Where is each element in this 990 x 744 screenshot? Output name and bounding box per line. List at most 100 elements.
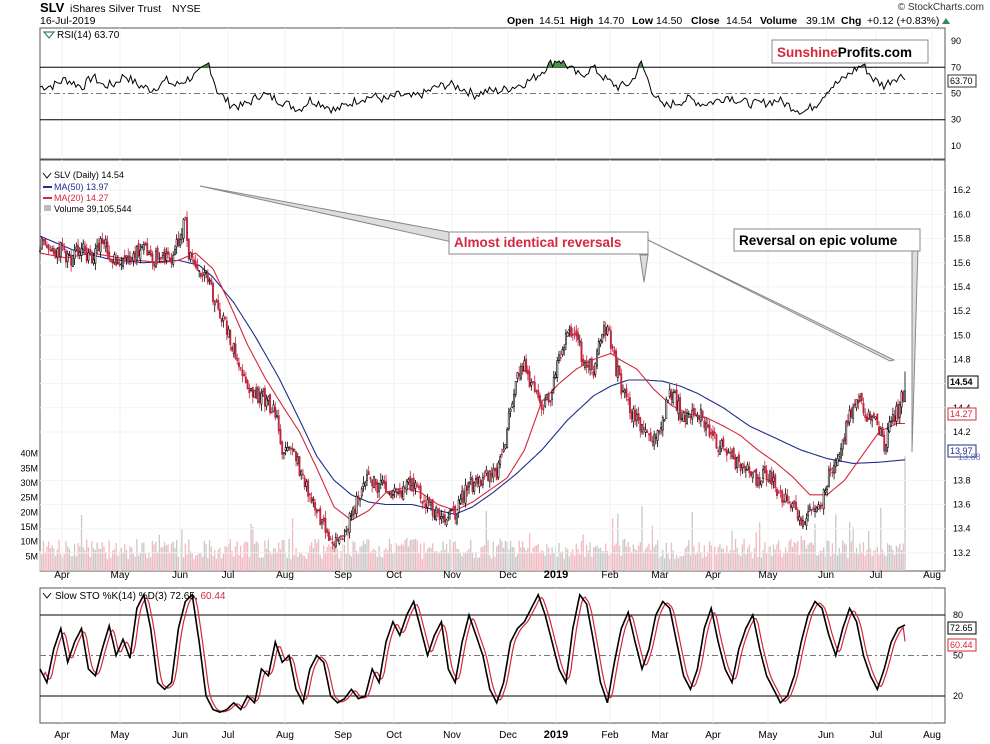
- candle-body: [590, 358, 593, 371]
- volume-bar: [221, 558, 223, 571]
- volume-bar: [682, 555, 685, 571]
- x-axis-month-label: Aug: [923, 570, 941, 581]
- volume-bar: [587, 550, 590, 571]
- volume-bar: [72, 555, 74, 571]
- candle-body: [770, 471, 773, 486]
- volume-bar: [556, 556, 558, 571]
- volume-bar: [430, 547, 432, 571]
- candle-body: [305, 481, 308, 487]
- volume-bar: [110, 557, 112, 571]
- volume-bar: [452, 542, 455, 571]
- candle-body: [658, 429, 661, 433]
- candle-body: [795, 501, 797, 510]
- volume-bar: [568, 556, 571, 571]
- candle-body: [808, 506, 811, 510]
- volume-bar: [840, 552, 842, 571]
- volume-bar: [570, 551, 572, 571]
- volume-bar: [250, 523, 252, 571]
- volume-bar: [546, 544, 548, 571]
- volume-bar: [504, 540, 507, 571]
- candle-body: [267, 396, 270, 401]
- candle-body: [343, 535, 346, 537]
- candle-body: [480, 479, 483, 486]
- volume-bar: [553, 552, 555, 571]
- volume-bar: [904, 456, 906, 571]
- volume-bar: [710, 545, 712, 571]
- candle-body: [891, 413, 894, 421]
- candle-body: [251, 387, 254, 398]
- volume-bar: [259, 557, 261, 571]
- candle-body: [111, 260, 114, 264]
- volume-bar: [779, 550, 782, 571]
- candle-body: [750, 471, 752, 477]
- volume-bar: [340, 550, 342, 571]
- candle-body: [134, 251, 137, 259]
- candle-body: [611, 346, 614, 349]
- volume-bars: [39, 456, 906, 571]
- volume-bar: [139, 552, 141, 571]
- candle-body: [148, 252, 150, 255]
- volume-bar: [160, 547, 162, 571]
- volume-bar: [291, 518, 294, 571]
- candle-body: [597, 340, 600, 355]
- candle-body: [58, 246, 60, 258]
- candle-body: [47, 244, 50, 250]
- candle-body: [308, 493, 311, 496]
- candle-body: [862, 403, 865, 414]
- candle-body: [206, 273, 209, 283]
- candle-body: [135, 246, 138, 261]
- candle-body: [78, 251, 81, 256]
- volume-bar: [418, 552, 420, 571]
- candle-body: [506, 429, 509, 448]
- candle-body: [302, 473, 304, 476]
- candle-body: [756, 477, 759, 486]
- volume-bar: [186, 554, 188, 571]
- candle-body: [867, 411, 870, 420]
- volume-bar: [426, 548, 429, 571]
- candle-body: [205, 272, 208, 274]
- volume-bar: [497, 544, 500, 571]
- candle-body: [369, 477, 372, 480]
- candle-body: [691, 409, 694, 420]
- volume-bar: [39, 551, 41, 571]
- volume-bar: [722, 548, 724, 571]
- candle-body: [620, 373, 623, 395]
- candle-body: [40, 238, 43, 250]
- volume-bar: [447, 552, 449, 571]
- volume-bar: [96, 542, 98, 571]
- volume-bar: [795, 543, 797, 571]
- volume-bar: [243, 542, 245, 571]
- candle-body: [442, 516, 445, 519]
- candle-body: [438, 511, 441, 520]
- sto-legend-black: Slow STO %K(14) %D(3) 72.65,: [55, 591, 198, 602]
- candle-body: [338, 537, 341, 544]
- candle-body: [879, 428, 882, 436]
- volume-bar: [532, 547, 534, 571]
- x-axis-month-label: Apr: [705, 570, 721, 581]
- candle-body: [708, 424, 711, 437]
- candle-body: [800, 518, 803, 526]
- volume-bar: [892, 549, 894, 571]
- volume-bar: [489, 555, 491, 571]
- candle-body: [193, 259, 195, 264]
- volume-bar: [65, 541, 67, 571]
- candle-body: [191, 253, 194, 258]
- candle-body: [616, 365, 619, 378]
- candle-body: [168, 257, 171, 261]
- candle-body: [815, 507, 818, 513]
- candle-body: [627, 398, 630, 401]
- candle-body: [447, 516, 450, 519]
- volume-bar: [468, 548, 470, 571]
- candle-body: [490, 472, 493, 477]
- volume-bar: [120, 547, 122, 571]
- candle-body: [888, 421, 891, 433]
- volume-bar: [784, 547, 787, 571]
- candle-body: [104, 238, 107, 248]
- volume-bar: [736, 547, 738, 571]
- candle-body: [687, 413, 690, 415]
- candle-body: [513, 393, 515, 407]
- volume-bar: [696, 551, 699, 571]
- volume-bar: [816, 555, 818, 571]
- candle-body: [838, 454, 841, 457]
- volume-bar: [527, 547, 529, 571]
